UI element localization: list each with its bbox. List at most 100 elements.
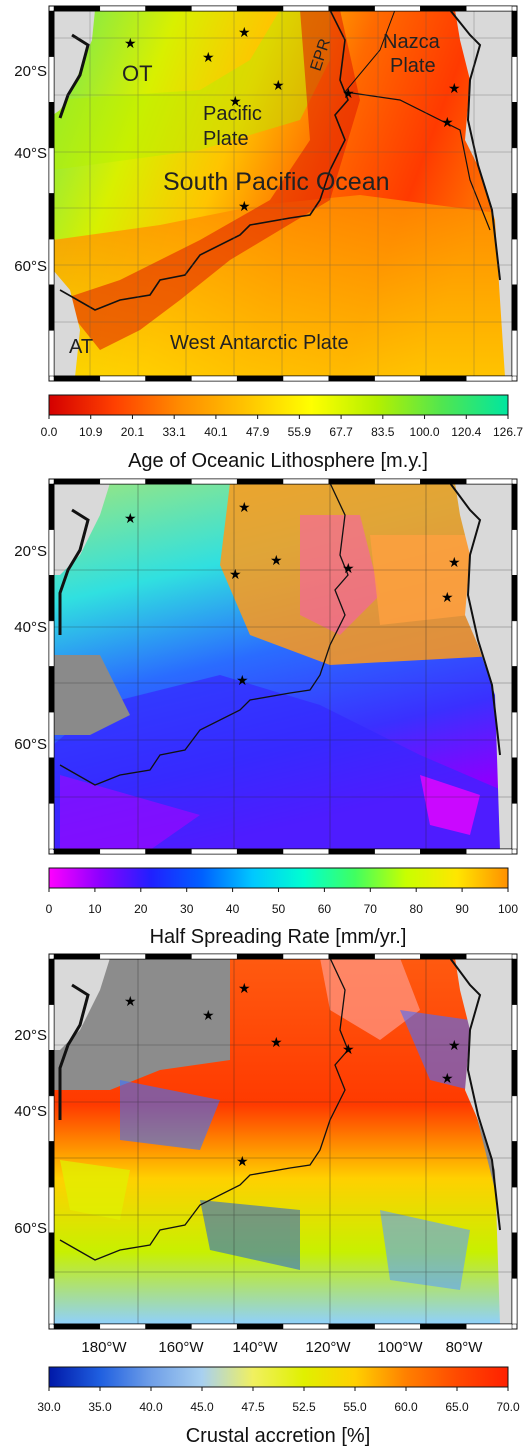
label-pacific-plate: Plate [203, 128, 249, 150]
age-ridge-epr [59, 9, 349, 311]
star-icon: ★ [441, 589, 454, 605]
accretion-map-figure: ★ ★ ★ ★ ★ ★ ★ ★ 20°S 40°S 60°S 180°W 160… [14, 953, 520, 1447]
accretion-map: ★ ★ ★ ★ ★ ★ ★ ★ [53, 957, 513, 1325]
star-icon: ★ [238, 198, 251, 214]
colorbar-tick-label: 20.1 [121, 425, 145, 439]
colorbar-tick-label: 70.0 [496, 1400, 520, 1414]
colorbar-tick-label: 50 [272, 902, 286, 916]
colorbar-tick-label: 83.5 [371, 425, 395, 439]
colorbar-tick-label: 55.0 [343, 1400, 367, 1414]
colorbar-tick-label: 65.0 [445, 1400, 469, 1414]
star-icon: ★ [448, 1037, 461, 1053]
star-icon: ★ [272, 77, 285, 93]
colorbar-tick-label: 126.7 [493, 425, 523, 439]
rate-map-frame [48, 478, 518, 855]
star-icon: ★ [441, 1070, 454, 1086]
colorbar-tick-label: 47.5 [241, 1400, 265, 1414]
accretion-colorbar-title: Crustal accretion [%] [186, 1425, 371, 1447]
colorbar-tick-label: 0.0 [41, 425, 58, 439]
lat-label-60s: 60°S [14, 1220, 47, 1237]
colorbar-tick-label: 80 [410, 902, 424, 916]
star-icon: ★ [448, 554, 461, 570]
colorbar-tick-label: 100 [498, 902, 518, 916]
colorbar-tick-label: 10.9 [79, 425, 103, 439]
star-icon: ★ [229, 566, 242, 582]
star-icon: ★ [238, 980, 251, 996]
colorbar-tick-label: 40.1 [204, 425, 228, 439]
lat-label-40s: 40°S [14, 1103, 47, 1120]
lon-label-160w: 160°W [158, 1339, 204, 1356]
star-icon: ★ [202, 49, 215, 65]
star-icon: ★ [236, 672, 249, 688]
lat-label-60s: 60°S [14, 736, 47, 753]
colorbar-tick-label: 47.9 [246, 425, 270, 439]
lat-label-60s: 60°S [14, 258, 47, 275]
colorbar-tick-label: 67.7 [329, 425, 353, 439]
lon-label-180w: 180°W [81, 1339, 127, 1356]
rate-map: ★ ★ ★ ★ ★ ★ ★ ★ [53, 482, 513, 850]
accretion-map-frame [48, 953, 518, 1330]
star-icon: ★ [342, 560, 355, 576]
star-icon: ★ [270, 1034, 283, 1050]
lon-label-100w: 100°W [377, 1339, 423, 1356]
star-icon: ★ [342, 1041, 355, 1057]
colorbar-tick-label: 10 [88, 902, 102, 916]
colorbar-tick-label: 33.1 [163, 425, 187, 439]
panel-spreading-rate: ★ ★ ★ ★ ★ ★ ★ ★ 20°S 40°S 60°S 0 10 20 30 40… [0, 475, 528, 950]
star-icon: ★ [441, 114, 454, 130]
colorbar-tick-label: 35.0 [88, 1400, 112, 1414]
colorbar-tick-label: 40 [226, 902, 240, 916]
colorbar-tick-label: 100.0 [410, 425, 440, 439]
star-icon: ★ [124, 510, 137, 526]
label-pacific: Pacific [203, 103, 262, 125]
age-hotspot-stars: ★ ★ ★ ★ ★ ★ ★ ★ ★ [124, 24, 461, 214]
accretion-hotspot-stars: ★ ★ ★ ★ ★ ★ ★ ★ [124, 980, 461, 1169]
colorbar-tick-label: 45.0 [190, 1400, 214, 1414]
rate-colorbar: 0 10 20 30 40 50 60 70 80 90 100 Half Spreading Ra… [46, 867, 518, 948]
star-icon: ★ [448, 80, 461, 96]
lat-label-20s: 20°S [14, 63, 47, 80]
lat-label-20s: 20°S [14, 1027, 47, 1044]
colorbar-tick-label: 0 [46, 902, 53, 916]
star-icon: ★ [124, 35, 137, 51]
lon-label-80w: 80°W [446, 1339, 484, 1356]
rate-hotspot-stars: ★ ★ ★ ★ ★ ★ ★ ★ [124, 499, 461, 688]
star-icon: ★ [238, 499, 251, 515]
star-icon: ★ [342, 85, 355, 101]
colorbar-tick-label: 20 [134, 902, 148, 916]
label-nazca-plate: Plate [390, 55, 436, 77]
age-map: ★ ★ ★ ★ ★ ★ ★ ★ ★ OT EPR Nazca Plate Pac… [53, 9, 513, 377]
rate-map-figure: ★ ★ ★ ★ ★ ★ ★ ★ 20°S 40°S 60°S 0 10 20 30 40… [14, 478, 518, 948]
colorbar-tick-label: 60.0 [394, 1400, 418, 1414]
lat-label-20s: 20°S [14, 543, 47, 560]
star-icon: ★ [270, 552, 283, 568]
label-west-antarctic-plate: West Antarctic Plate [170, 332, 349, 354]
star-icon: ★ [236, 1153, 249, 1169]
label-at: AT [69, 336, 93, 358]
colorbar-tick-label: 70 [364, 902, 378, 916]
colorbar-tick-label: 90 [455, 902, 469, 916]
rate-colorbar-title: Half Spreading Rate [mm/yr.] [150, 926, 407, 948]
nz-landmass [53, 10, 95, 115]
star-icon: ★ [202, 1007, 215, 1023]
label-ot: OT [122, 61, 153, 86]
colorbar-tick-label: 30.0 [37, 1400, 61, 1414]
star-icon: ★ [229, 93, 242, 109]
colorbar-tick-label: 120.4 [451, 425, 481, 439]
colorbar-tick-label: 55.9 [288, 425, 312, 439]
colorbar-tick-label: 52.5 [292, 1400, 316, 1414]
age-colorbar: 0.0 10.9 20.1 33.1 40.1 47.9 55.9 67.7 83.5 100.0… [41, 394, 523, 472]
age-map-frame [48, 5, 518, 382]
lat-label-40s: 40°S [14, 145, 47, 162]
age-map-figure: ★ ★ ★ ★ ★ ★ ★ ★ ★ OT EPR Nazca Plate Pac… [14, 5, 523, 472]
star-icon: ★ [124, 993, 137, 1009]
accretion-colorbar: 30.0 35.0 40.0 45.0 47.5 52.5 55.0 60.0 65.0 70.0… [37, 1366, 520, 1447]
colorbar-tick-label: 40.0 [139, 1400, 163, 1414]
colorbar-tick-label: 60 [318, 902, 332, 916]
colorbar-tick-label: 30 [180, 902, 194, 916]
label-nazca: Nazca [383, 31, 441, 53]
lon-label-120w: 120°W [305, 1339, 351, 1356]
lat-label-40s: 40°S [14, 619, 47, 636]
lon-label-140w: 140°W [232, 1339, 278, 1356]
age-colorbar-title: Age of Oceanic Lithosphere [m.y.] [128, 450, 428, 472]
